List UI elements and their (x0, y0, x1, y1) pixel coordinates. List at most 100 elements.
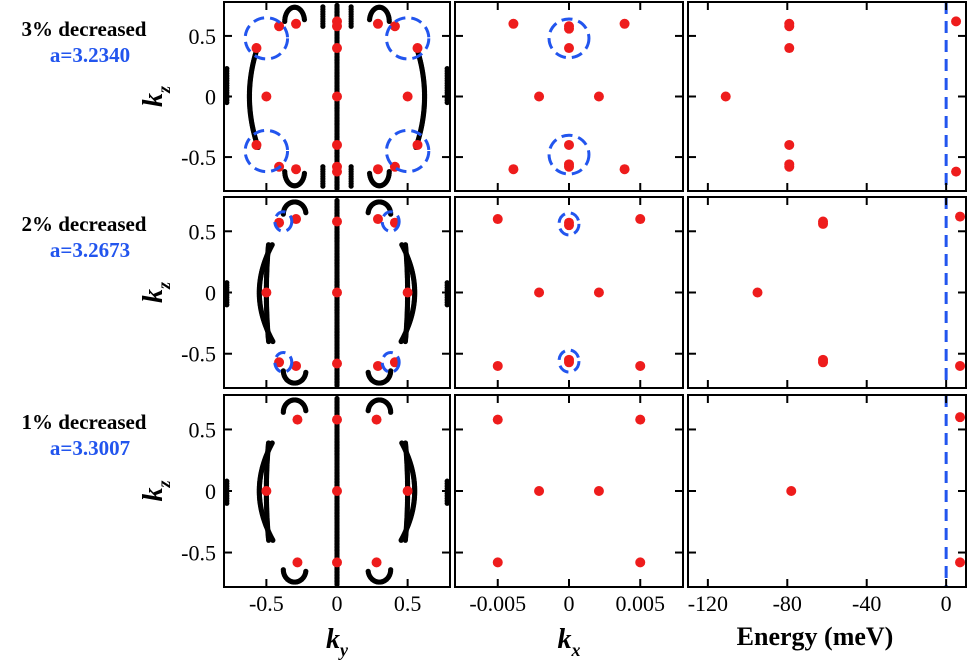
red-point (784, 43, 795, 54)
red-point (619, 164, 630, 175)
red-point (492, 557, 503, 568)
red-point (593, 287, 604, 298)
red-point (564, 220, 574, 231)
x-tick-label: 0 (332, 591, 343, 616)
red-point (292, 414, 303, 425)
arc-point (269, 242, 275, 248)
panel-energy-kz-row-3 (687, 394, 967, 588)
x-tick-label: -0.5 (249, 591, 284, 616)
row-sublabel-1: a=3.2340 (50, 43, 130, 67)
highlight-circle (273, 210, 294, 233)
red-point (332, 91, 342, 102)
highlight-circle (384, 128, 431, 174)
arc-point (399, 242, 405, 248)
ylabel-text: kz (138, 282, 174, 303)
red-point (635, 214, 646, 225)
arc-point (348, 183, 354, 189)
ylabel-row-1: kz (138, 86, 174, 107)
xlabel-kx-kz: kx (558, 624, 581, 660)
red-point (332, 358, 342, 369)
red-point (492, 414, 503, 425)
xlabel-sub: y (338, 640, 349, 660)
red-point (332, 486, 342, 496)
red-point (752, 287, 763, 298)
red-point (508, 164, 519, 175)
red-point (371, 557, 382, 568)
arc-point (224, 66, 230, 72)
row-label-3: 1% decreased (21, 410, 146, 434)
red-point (261, 486, 272, 496)
ylabel-sub: z (154, 282, 174, 290)
x-tick-label: 0 (941, 591, 952, 616)
arc-point (444, 478, 450, 484)
x-tick-label: 0.005 (616, 591, 666, 616)
arc-points (224, 395, 450, 587)
xlabel-energy: Energy (meV) (737, 622, 894, 651)
arc-point (365, 369, 371, 375)
red-point (402, 486, 413, 496)
red-point (564, 161, 574, 172)
red-point (818, 218, 829, 229)
arc-point (303, 568, 309, 574)
red-point (332, 43, 342, 54)
x-tick-label: -80 (773, 591, 802, 616)
arc-point (444, 66, 450, 72)
red-point (784, 21, 795, 32)
red-point (251, 139, 262, 150)
arc-point (224, 280, 230, 286)
red-point (492, 214, 503, 225)
xlabel-ky-kz: ky (326, 624, 349, 660)
arc-point (303, 369, 309, 375)
red-point (564, 43, 574, 54)
red-point (534, 486, 545, 496)
red-point (332, 166, 342, 177)
red-point (372, 360, 383, 371)
x-tick-label: 0 (564, 591, 575, 616)
y-tick-label: 0.5 (189, 219, 217, 244)
highlight-circle (547, 17, 591, 60)
red-point (332, 139, 342, 150)
red-point (635, 360, 646, 371)
highlight-circle (243, 128, 290, 174)
red-point (261, 287, 272, 298)
red-point (720, 91, 731, 102)
panel-kx-kz-row-3 (454, 394, 684, 588)
red-point (372, 18, 383, 29)
y-tick-label: 0.5 (189, 417, 217, 442)
red-point (412, 139, 423, 150)
red-point (635, 557, 646, 568)
row-sublabel-3: a=3.3007 (50, 436, 130, 460)
red-point (818, 357, 829, 368)
red-point (332, 287, 342, 298)
ylabel-text: kz (138, 480, 174, 501)
red-point (784, 139, 795, 150)
y-tick-label: 0.5 (189, 24, 217, 49)
arc-point (444, 280, 450, 286)
highlight-circle (557, 211, 581, 237)
panel-frame (454, 394, 684, 588)
red-point (951, 166, 962, 177)
red-point (492, 360, 503, 371)
red-point (564, 139, 574, 150)
arc-point (366, 17, 373, 23)
red-point (291, 360, 302, 371)
arc-point (320, 183, 326, 189)
panel-kx-kz-row-1 (454, 1, 684, 192)
row-sublabel-2: a=3.2673 (50, 238, 130, 262)
red-point (955, 211, 966, 222)
red-point (332, 557, 342, 568)
red-point (372, 214, 383, 225)
x-tick-label: -0.005 (469, 591, 526, 616)
highlight-circle (547, 133, 591, 176)
red-point (534, 91, 545, 102)
y-tick-label: -0.5 (181, 342, 216, 367)
red-point (786, 486, 797, 496)
red-point (534, 287, 545, 298)
red-point (372, 164, 383, 175)
arc-point (365, 408, 371, 414)
red-point (564, 357, 574, 368)
arc-point (320, 4, 326, 10)
ylabel-row-2: kz (138, 282, 174, 303)
arc-point (303, 210, 309, 216)
arc-point (399, 440, 405, 446)
